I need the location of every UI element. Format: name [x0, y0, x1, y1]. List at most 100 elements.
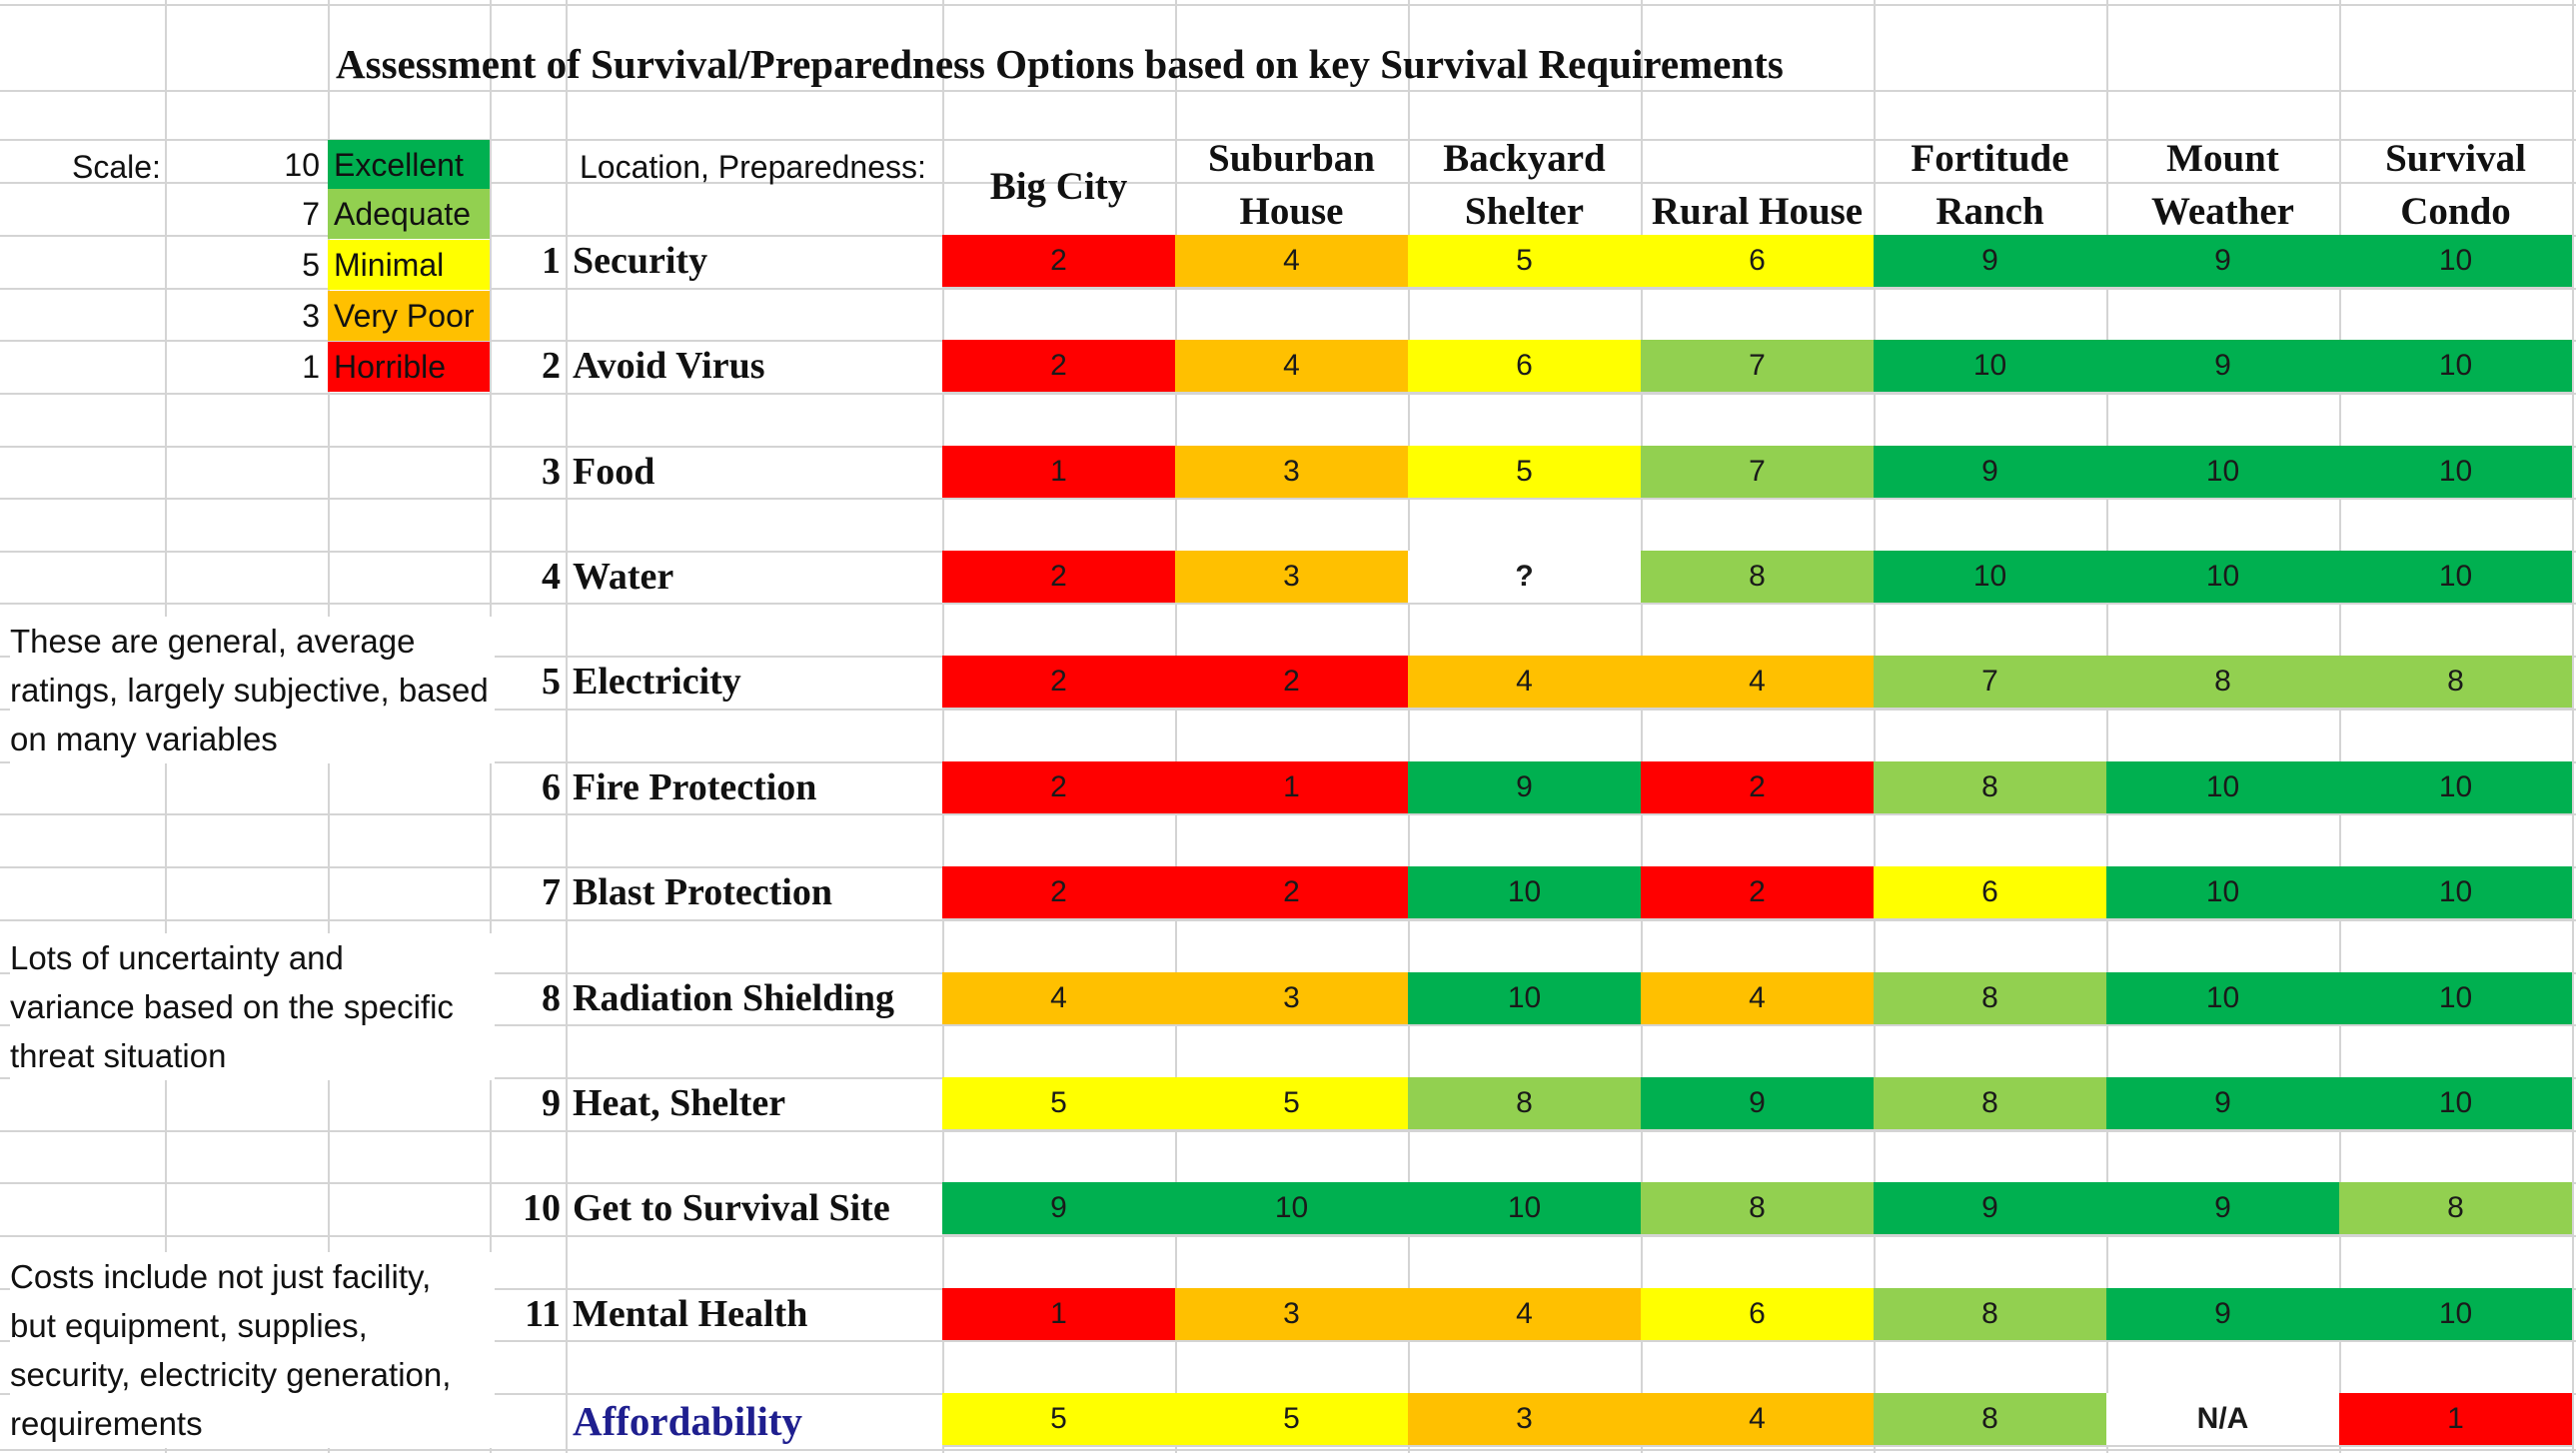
column-header-line: Backyard	[1443, 137, 1606, 180]
row-label: Water	[573, 556, 674, 598]
legend-label: Very Poor	[328, 291, 490, 341]
score-cell: 2	[942, 551, 1177, 605]
scale-label: Scale:	[72, 149, 161, 185]
row-gridline	[0, 4, 2576, 6]
score-cell: 6	[1641, 235, 1876, 289]
score-cell: 9	[1641, 1077, 1876, 1131]
score-cell: 4	[1408, 1288, 1643, 1342]
score-cell: 2	[1175, 656, 1410, 710]
column-header-line: Mount	[2166, 137, 2279, 180]
note-line: variance based on the specific	[10, 988, 454, 1025]
score-cell: 2	[942, 340, 1177, 394]
score-cell: 6	[1874, 866, 2108, 920]
score-cell: 4	[942, 972, 1177, 1026]
score-cell: 2	[942, 656, 1177, 710]
score-cell: 4	[1175, 340, 1410, 394]
row-number: 7	[542, 871, 561, 913]
column-header: Fortitude Ranch	[1874, 130, 2106, 238]
score-cell: 3	[1408, 1393, 1643, 1447]
column-header: Rural House	[1641, 130, 1874, 238]
column-header-text: Survival Condo	[2385, 132, 2526, 238]
score-cell: 10	[2106, 761, 2341, 815]
row-gridline	[0, 288, 2576, 290]
row-label: Affordability	[573, 1398, 803, 1444]
score-cell: 4	[1641, 656, 1876, 710]
location-label: Location, Preparedness:	[580, 149, 926, 185]
note-text: These are general, average ratings, large…	[10, 617, 495, 763]
column-gridline	[1874, 0, 1876, 1453]
note-line: threat situation	[10, 1037, 227, 1074]
row-label: Radiation Shielding	[573, 977, 895, 1019]
score-cell: 10	[1408, 972, 1643, 1026]
row-number: 10	[523, 1187, 561, 1229]
column-header-line: Rural House	[1651, 190, 1864, 233]
score-cell: 2	[1175, 866, 1410, 920]
column-header-text: Rural House	[1652, 185, 1863, 238]
row-gridline	[0, 182, 2576, 184]
score-cell: 10	[2339, 1288, 2574, 1342]
score-cell: 10	[1874, 551, 2108, 605]
row-gridline	[0, 1130, 2576, 1132]
legend-value: 5	[302, 247, 320, 283]
column-header-text: Suburban House	[1208, 132, 1375, 238]
score-cell: N/A	[2106, 1393, 2341, 1447]
row-gridline	[0, 1449, 2576, 1451]
row-gridline	[0, 139, 2576, 141]
row-gridline	[0, 393, 2576, 395]
score-cell: 9	[1874, 1182, 2108, 1236]
score-cell: 9	[2106, 340, 2341, 394]
score-cell: 10	[2339, 551, 2574, 605]
note-line: Costs include not just facility,	[10, 1258, 432, 1295]
score-cell: 7	[1641, 446, 1876, 500]
score-cell: 5	[1408, 446, 1643, 500]
score-cell: 1	[1175, 761, 1410, 815]
score-cell: 6	[1641, 1288, 1876, 1342]
score-cell: 2	[942, 761, 1177, 815]
score-cell: 10	[1408, 1182, 1643, 1236]
column-gridline	[942, 0, 944, 1453]
column-gridline	[2106, 0, 2108, 1453]
column-gridline	[1641, 0, 1643, 1453]
score-cell: 10	[2106, 866, 2341, 920]
note-line: security, electricity generation,	[10, 1356, 452, 1393]
score-cell: 9	[1874, 446, 2108, 500]
row-number: 2	[542, 345, 561, 387]
column-header: Big City	[942, 130, 1175, 238]
score-cell: 9	[1874, 235, 2108, 289]
score-cell: 9	[2106, 235, 2341, 289]
score-cell: 8	[1874, 1393, 2108, 1447]
score-cell: ?	[1408, 551, 1643, 605]
score-cell: 10	[2339, 866, 2574, 920]
score-cell: 8	[1641, 551, 1876, 605]
score-cell: 8	[2339, 1182, 2574, 1236]
score-cell: 8	[1874, 1077, 2108, 1131]
row-label: Fire Protection	[573, 766, 817, 808]
row-number: 11	[525, 1293, 561, 1335]
row-gridline	[0, 90, 2576, 92]
row-gridline	[0, 1235, 2576, 1237]
score-cell: 8	[1641, 1182, 1876, 1236]
score-cell: 10	[2106, 551, 2341, 605]
row-label: Electricity	[573, 661, 741, 703]
column-header-text: Fortitude Ranch	[1911, 132, 2068, 238]
row-number: 4	[542, 556, 561, 598]
score-cell: 1	[2339, 1393, 2574, 1447]
score-cell: 2	[1641, 866, 1876, 920]
row-label: Avoid Virus	[573, 345, 765, 387]
score-cell: 8	[2106, 656, 2341, 710]
legend-label: Horrible	[328, 342, 490, 392]
score-cell: 8	[1408, 1077, 1643, 1131]
score-cell: 8	[1874, 1288, 2108, 1342]
note-line: on many variables	[10, 721, 278, 757]
note-text: Lots of uncertainty and variance based on…	[10, 933, 495, 1080]
column-header-line: Big City	[989, 165, 1128, 208]
row-label: Food	[573, 451, 655, 493]
score-cell: 10	[2339, 235, 2574, 289]
score-cell: 4	[1641, 972, 1876, 1026]
score-cell: 8	[2339, 656, 2574, 710]
score-cell: 1	[942, 1288, 1177, 1342]
column-gridline	[566, 0, 568, 1453]
score-cell: 10	[2339, 761, 2574, 815]
legend-value: 1	[302, 349, 320, 385]
column-header: Survival Condo	[2339, 130, 2572, 238]
